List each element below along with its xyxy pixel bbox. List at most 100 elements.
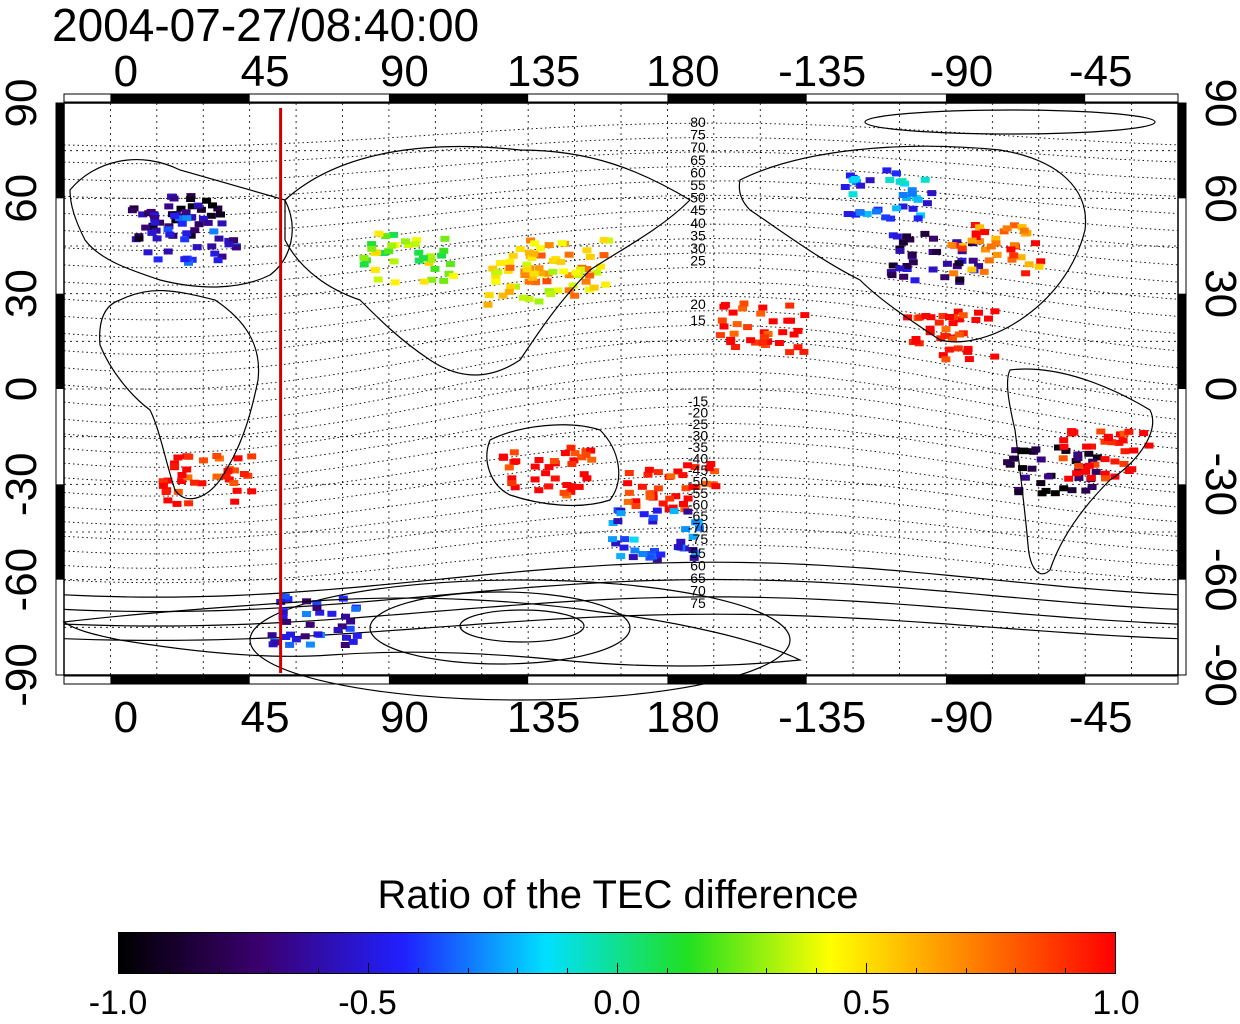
colorbar-tick-mark xyxy=(766,968,768,973)
tec-patch-alaska-canada xyxy=(840,167,937,222)
colorbar-tick-label: -0.5 xyxy=(338,984,397,1022)
lon-top-label: 90 xyxy=(380,47,429,96)
bar-segment xyxy=(388,676,529,684)
coastline-africa xyxy=(99,289,260,500)
contour-label: 20 xyxy=(690,296,706,312)
lon-bottom-label: -45 xyxy=(1069,693,1133,742)
coastline-australia xyxy=(486,424,620,507)
lon-bottom-label: -135 xyxy=(778,693,866,742)
left-latitude-bar xyxy=(55,102,65,676)
colorbar-title: Ratio of the TEC difference xyxy=(377,873,859,917)
coastline-europe xyxy=(69,159,293,288)
lon-bottom-label: -90 xyxy=(930,693,994,742)
contour-label: -40 xyxy=(688,451,708,467)
tec-patch-central-asia xyxy=(359,230,458,286)
colorbar-tick-mark xyxy=(268,968,270,973)
tec-patch-new-zealand xyxy=(608,507,704,563)
tec-patch-antarctica xyxy=(267,593,362,648)
lat-left-label: -30 xyxy=(0,453,46,517)
lon-bottom-label: 90 xyxy=(380,693,429,742)
lat-right-label: -30 xyxy=(1196,453,1240,517)
lat-left-label: -90 xyxy=(0,643,46,707)
contour-label: -65 xyxy=(688,508,708,524)
bar-segment xyxy=(667,94,807,102)
coastline-north-america xyxy=(738,145,1087,343)
coastline-antarctica xyxy=(62,597,803,667)
latitude-left-labels: 90 60 30 0 -30 -60 -90 xyxy=(0,79,46,707)
contour-label: 75 xyxy=(690,595,706,611)
bar-segment xyxy=(56,293,64,389)
lat-right-label: 90 xyxy=(1196,79,1240,128)
bar-segment xyxy=(56,484,64,580)
contour-label: 45 xyxy=(690,202,706,218)
tec-patch-hawaii xyxy=(715,300,810,356)
colorbar-tick-mark xyxy=(318,968,320,973)
contour-label: 80 xyxy=(690,114,706,130)
colorbar-tick-label: 0.5 xyxy=(842,984,891,1022)
bar-segment xyxy=(667,676,807,684)
contour-label: 50 xyxy=(690,190,706,206)
contour-label: -30 xyxy=(688,428,708,444)
bar-segment xyxy=(945,94,1086,102)
lat-right-label: 60 xyxy=(1196,174,1240,223)
colorbar-tick-mark xyxy=(168,968,170,973)
lat-right-label: 0 xyxy=(1196,377,1240,401)
contour-label: 55 xyxy=(690,545,706,561)
lon-bottom-label: 135 xyxy=(507,693,580,742)
contour-label: 60 xyxy=(690,164,706,180)
lat-left-label: 60 xyxy=(0,174,46,223)
colorbar-tick-mark xyxy=(567,968,569,973)
lon-top-label: 45 xyxy=(241,47,290,96)
contour-label: -35 xyxy=(688,439,708,455)
colorbar xyxy=(118,932,1116,974)
lat-left-label: 0 xyxy=(0,377,46,401)
contour-label: -70 xyxy=(688,520,708,536)
lon-top-label: -90 xyxy=(930,47,994,96)
colorbar-tick-mark xyxy=(368,963,369,973)
lon-top-label: 0 xyxy=(114,47,138,96)
colorbar-tick-mark xyxy=(866,963,867,973)
contour-label: -55 xyxy=(688,485,708,501)
tec-patch-central-america xyxy=(903,308,1000,363)
contour-label: -45 xyxy=(688,462,708,478)
contour-label: 75 xyxy=(690,127,706,143)
colorbar-tick-mark xyxy=(666,968,668,973)
colorbar-tick-mark xyxy=(617,963,618,973)
contour-label: 35 xyxy=(690,227,706,243)
contour-label: 70 xyxy=(690,583,706,599)
lat-right-label: -90 xyxy=(1196,643,1240,707)
bar-segment xyxy=(110,94,250,102)
bar-segment xyxy=(388,94,529,102)
lon-top-label: -135 xyxy=(778,47,866,96)
colorbar-tick-mark xyxy=(467,968,469,973)
coastline-south-america xyxy=(1006,368,1154,575)
longitude-bottom-labels: 0 45 90 135 180 -135 -90 -45 xyxy=(114,693,1133,742)
colorbar-tick-mark xyxy=(915,968,917,973)
contour-label: 30 xyxy=(690,240,706,256)
latitude-right-labels: 90 60 30 0 -30 -60 -90 xyxy=(1196,79,1240,707)
tec-map: 0 45 90 135 180 -135 -90 -45 0 45 90 135 180 -135 -90… xyxy=(0,47,1240,742)
contour-label: -75 xyxy=(688,531,708,547)
contour-label: 55 xyxy=(690,177,706,193)
lon-bottom-label: 0 xyxy=(114,693,138,742)
colorbar-tick-mark xyxy=(218,968,220,973)
tec-patch-japan xyxy=(515,237,613,293)
contour-label: 65 xyxy=(690,570,706,586)
bottom-longitude-bar xyxy=(63,675,1179,685)
colorbar-tick-label: -1.0 xyxy=(88,984,148,1022)
lon-top-label: -45 xyxy=(1069,47,1133,96)
lon-top-label: 135 xyxy=(507,47,580,96)
colorbar-tick-mark xyxy=(517,968,519,973)
contour-label: -20 xyxy=(688,405,708,421)
lat-left-label: 30 xyxy=(0,269,46,318)
contour-label: 25 xyxy=(690,253,706,269)
lon-bottom-label: 45 xyxy=(241,693,290,742)
colorbar-tick-mark xyxy=(417,968,419,973)
bar-segment xyxy=(1178,293,1186,389)
lat-right-label: 30 xyxy=(1196,269,1240,318)
lat-left-label: 90 xyxy=(0,79,46,128)
contour-label: -15 xyxy=(688,393,708,409)
top-longitude-bar xyxy=(63,93,1179,103)
contour-label: -60 xyxy=(688,497,708,513)
tec-patch-australia xyxy=(498,444,597,499)
